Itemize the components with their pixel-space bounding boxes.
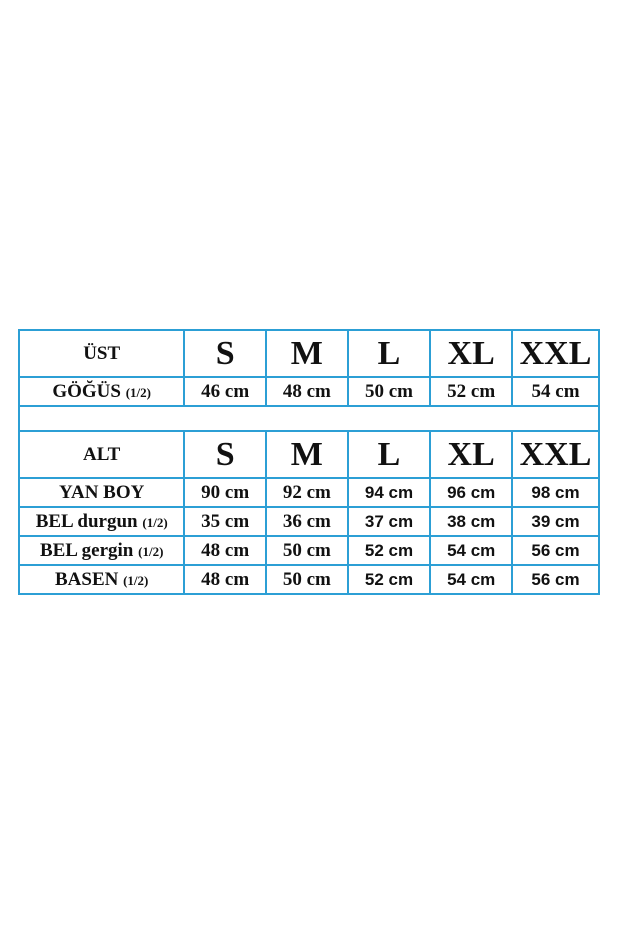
measure-value: 54 cm	[429, 564, 514, 595]
measure-value: 48 cm	[183, 535, 267, 566]
measure-name: BASEN	[54, 569, 119, 590]
table-row: BEL gergin (1/2) 48 cm 50 cm 52 cm 54 cm 56 c…	[17, 535, 600, 566]
measure-value: 50 cm	[264, 564, 349, 595]
section-header: ALT	[17, 430, 186, 479]
measure-name: BEL durgun	[35, 511, 138, 532]
table-row: YAN BOY 90 cm 92 cm 94 cm 96 cm 98 cm	[17, 477, 600, 508]
measure-value: 39 cm	[511, 506, 600, 537]
size-header: M	[264, 329, 349, 378]
size-header: XL	[429, 329, 514, 378]
size-header: XXL	[511, 430, 600, 479]
measure-value: 48 cm	[264, 376, 349, 407]
measure-value: 48 cm	[183, 564, 267, 595]
bottom-header-row: ALT S M L XL XXL	[17, 430, 600, 479]
measure-label: YAN BOY	[17, 477, 186, 508]
measure-note: (1/2)	[138, 544, 164, 559]
table-row: GÖĞÜS (1/2) 46 cm 48 cm 50 cm 52 cm 54 cm	[17, 376, 600, 407]
section-header: ÜST	[17, 329, 186, 378]
measure-value: 35 cm	[183, 506, 267, 537]
measure-value: 98 cm	[511, 477, 600, 508]
measure-value: 54 cm	[511, 376, 600, 407]
measure-value: 36 cm	[264, 506, 349, 537]
measure-value: 94 cm	[346, 477, 432, 508]
measure-value: 56 cm	[511, 564, 600, 595]
table-row: BEL durgun (1/2) 35 cm 36 cm 37 cm 38 cm 39 c…	[17, 506, 600, 537]
size-header: L	[346, 329, 432, 378]
measure-value: 46 cm	[183, 376, 267, 407]
measure-label: GÖĞÜS (1/2)	[17, 376, 186, 407]
top-header-row: ÜST S M L XL XXL	[17, 329, 600, 378]
measure-value: 54 cm	[429, 535, 514, 566]
measure-value: 56 cm	[511, 535, 600, 566]
measure-name: GÖĞÜS	[52, 381, 121, 402]
measure-name: YAN BOY	[59, 482, 145, 503]
spacer-row	[18, 405, 600, 432]
measure-note: (1/2)	[123, 573, 149, 588]
spacer-cell	[18, 405, 600, 432]
measure-name: BEL gergin	[39, 540, 134, 561]
measure-value: 50 cm	[264, 535, 349, 566]
measure-label: BASEN (1/2)	[17, 564, 186, 595]
measure-note: (1/2)	[142, 515, 168, 530]
measure-label: BEL gergin (1/2)	[17, 535, 186, 566]
size-header: M	[264, 430, 349, 479]
measure-value: 92 cm	[264, 477, 349, 508]
measure-value: 96 cm	[429, 477, 514, 508]
size-header: XL	[429, 430, 514, 479]
size-header: S	[183, 329, 267, 378]
measure-value: 52 cm	[346, 564, 432, 595]
measure-value: 38 cm	[429, 506, 514, 537]
measure-note: (1/2)	[125, 385, 151, 400]
size-header: XXL	[511, 329, 600, 378]
measure-value: 50 cm	[346, 376, 432, 407]
measure-value: 52 cm	[429, 376, 514, 407]
measure-value: 90 cm	[183, 477, 267, 508]
measure-label: BEL durgun (1/2)	[17, 506, 186, 537]
measure-value: 37 cm	[346, 506, 432, 537]
size-header: S	[183, 430, 267, 479]
measure-value: 52 cm	[346, 535, 432, 566]
size-chart-table: ÜST S M L XL XXL GÖĞÜS (1/2) 46 cm 48 cm 50 cm 52 …	[17, 329, 600, 595]
size-header: L	[346, 430, 432, 479]
table-row: BASEN (1/2) 48 cm 50 cm 52 cm 54 cm 56 cm	[17, 564, 600, 595]
